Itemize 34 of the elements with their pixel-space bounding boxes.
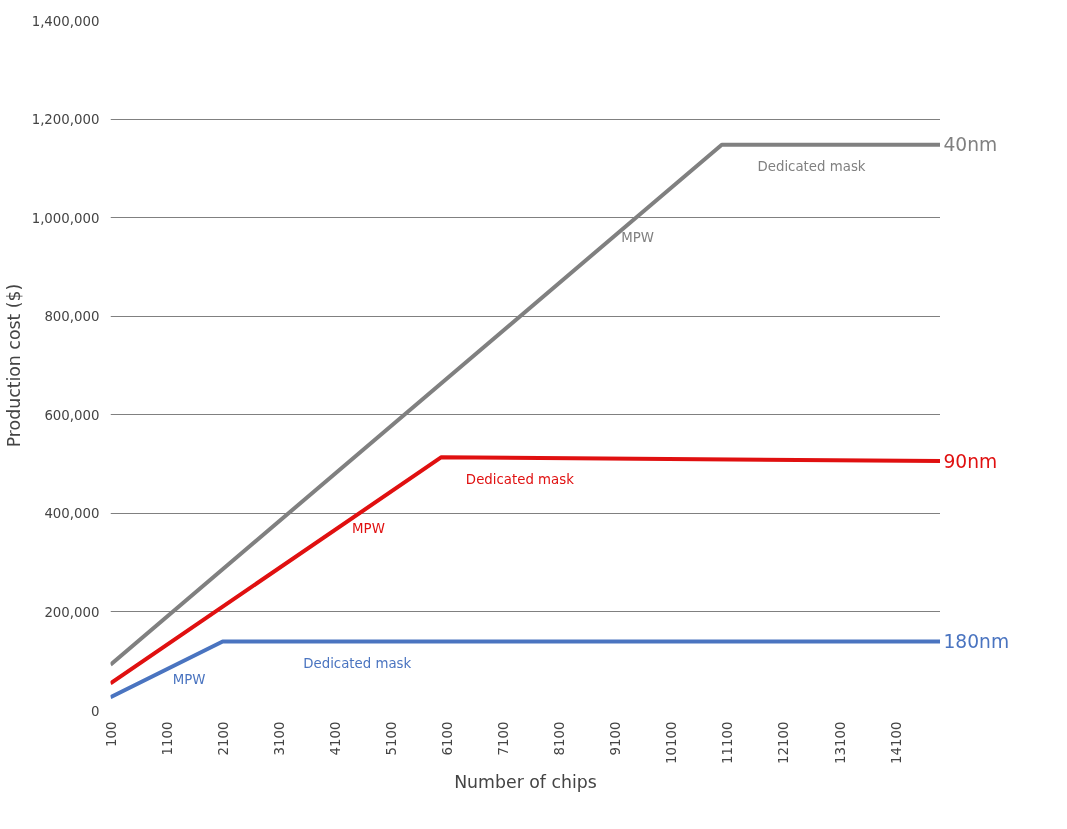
series-label: 90nm bbox=[943, 450, 998, 472]
x-tick-label: 100 bbox=[103, 721, 119, 747]
x-tick-label: 2100 bbox=[215, 721, 231, 756]
annotation: MPW bbox=[621, 230, 655, 246]
x-tick-label: 9100 bbox=[608, 721, 624, 756]
annotation: Dedicated mask bbox=[303, 655, 412, 671]
series-label: 180nm bbox=[943, 631, 1010, 652]
y-tick-label: 600,000 bbox=[44, 407, 100, 423]
y-tick-label: 400,000 bbox=[44, 506, 100, 522]
x-tick-label: 6100 bbox=[439, 721, 455, 756]
x-axis-title: Number of chips bbox=[454, 771, 597, 792]
annotation: Dedicated mask bbox=[757, 158, 866, 174]
x-tick-label: 12100 bbox=[776, 721, 792, 764]
annotation: MPW bbox=[172, 672, 206, 688]
x-tick-label: 5100 bbox=[383, 721, 399, 756]
annotation: Dedicated mask bbox=[465, 471, 575, 487]
y-tick-label: 1,000,000 bbox=[31, 210, 100, 226]
y-tick-label: 1,400,000 bbox=[31, 13, 100, 29]
x-tick-label: 13100 bbox=[832, 721, 848, 764]
x-tick-label: 4100 bbox=[327, 721, 343, 756]
x-tick-label: 10100 bbox=[664, 721, 680, 764]
y-tick-label: 0 bbox=[91, 703, 100, 719]
x-tick-label: 7100 bbox=[496, 721, 512, 756]
x-tick-label: 3100 bbox=[271, 721, 287, 756]
x-tick-label: 1100 bbox=[159, 721, 175, 756]
annotation: MPW bbox=[352, 520, 385, 536]
series-label: 40nm bbox=[943, 134, 998, 156]
x-tick-label: 14100 bbox=[888, 721, 904, 764]
y-axis-title: Production cost ($) bbox=[3, 283, 24, 448]
y-tick-label: 200,000 bbox=[44, 604, 100, 620]
y-tick-label: 800,000 bbox=[44, 309, 100, 325]
x-tick-label: 8100 bbox=[552, 721, 568, 756]
y-tick-label: 1,200,000 bbox=[31, 112, 100, 128]
x-tick-label: 11100 bbox=[720, 721, 736, 764]
